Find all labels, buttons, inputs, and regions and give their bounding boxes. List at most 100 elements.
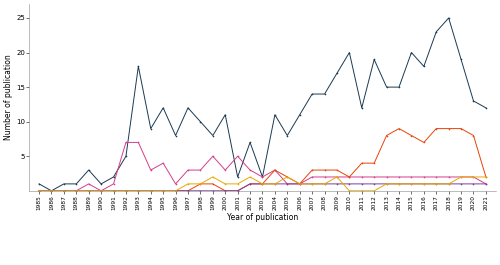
Self-regulating team bbox=[408, 182, 414, 186]
Self-managing team bbox=[260, 175, 266, 179]
Semi-autonomous team bbox=[346, 189, 352, 192]
Semi-autonomous team bbox=[48, 189, 54, 192]
Line: Self-organizing team: Self-organizing team bbox=[38, 128, 486, 192]
Self-regulating team bbox=[334, 182, 340, 186]
Self-regulating team bbox=[36, 189, 42, 192]
Self-regulating team bbox=[110, 189, 116, 192]
Self-managing team bbox=[309, 92, 315, 96]
Self-regulating team bbox=[346, 182, 352, 186]
Self-managing team bbox=[48, 189, 54, 192]
Semi-autonomous team bbox=[123, 189, 129, 192]
Self-managing team bbox=[322, 92, 328, 96]
Self-directed team bbox=[434, 175, 440, 179]
Semi-autonomous team bbox=[371, 189, 377, 192]
Self-regulating team bbox=[296, 182, 302, 186]
Semi-autonomous team bbox=[309, 182, 315, 186]
Self-directed team bbox=[185, 169, 191, 172]
Self-organizing team bbox=[148, 189, 154, 192]
Self-regulating team bbox=[483, 182, 489, 186]
Self-regulating team bbox=[396, 182, 402, 186]
Semi-autonomous team bbox=[272, 182, 278, 186]
Self-regulating team bbox=[172, 189, 178, 192]
Self-regulating team bbox=[98, 189, 104, 192]
Semi-autonomous team bbox=[160, 189, 166, 192]
Self-directed team bbox=[359, 175, 365, 179]
Self-organizing team bbox=[136, 189, 141, 192]
Line: Self-regulating team: Self-regulating team bbox=[38, 183, 486, 192]
Self-managing team bbox=[284, 134, 290, 137]
Self-directed team bbox=[384, 175, 390, 179]
Self-managing team bbox=[74, 182, 80, 186]
Self-managing team bbox=[123, 155, 129, 158]
Self-regulating team bbox=[284, 182, 290, 186]
Self-regulating team bbox=[234, 189, 240, 192]
Self-organizing team bbox=[234, 189, 240, 192]
Self-organizing team bbox=[86, 189, 91, 192]
Self-directed team bbox=[74, 189, 80, 192]
Self-directed team bbox=[86, 182, 91, 186]
Self-organizing team bbox=[359, 162, 365, 165]
Self-regulating team bbox=[74, 189, 80, 192]
Self-managing team bbox=[98, 182, 104, 186]
Semi-autonomous team bbox=[234, 182, 240, 186]
Self-directed team bbox=[148, 169, 154, 172]
Self-directed team bbox=[260, 175, 266, 179]
Self-managing team bbox=[172, 134, 178, 137]
Self-directed team bbox=[371, 175, 377, 179]
Self-directed team bbox=[222, 169, 228, 172]
Self-managing team bbox=[334, 72, 340, 75]
Self-regulating team bbox=[48, 189, 54, 192]
Self-organizing team bbox=[172, 189, 178, 192]
Self-directed team bbox=[296, 182, 302, 186]
Self-organizing team bbox=[296, 182, 302, 186]
Self-regulating team bbox=[247, 182, 253, 186]
Self-directed team bbox=[334, 175, 340, 179]
Self-organizing team bbox=[384, 134, 390, 137]
Self-organizing team bbox=[74, 189, 80, 192]
Self-managing team bbox=[61, 182, 67, 186]
Semi-autonomous team bbox=[384, 182, 390, 186]
Self-organizing team bbox=[210, 182, 216, 186]
Self-organizing team bbox=[396, 127, 402, 130]
Self-regulating team bbox=[185, 189, 191, 192]
Self-managing team bbox=[458, 58, 464, 61]
Self-organizing team bbox=[458, 127, 464, 130]
Self-regulating team bbox=[210, 189, 216, 192]
Self-managing team bbox=[247, 141, 253, 144]
Semi-autonomous team bbox=[396, 182, 402, 186]
Semi-autonomous team bbox=[483, 175, 489, 179]
Semi-autonomous team bbox=[222, 182, 228, 186]
Semi-autonomous team bbox=[334, 175, 340, 179]
Self-regulating team bbox=[434, 182, 440, 186]
Self-organizing team bbox=[247, 182, 253, 186]
Self-managing team bbox=[198, 120, 203, 123]
Self-organizing team bbox=[434, 127, 440, 130]
Self-directed team bbox=[61, 189, 67, 192]
Self-organizing team bbox=[110, 189, 116, 192]
Self-managing team bbox=[185, 106, 191, 109]
Self-regulating team bbox=[458, 182, 464, 186]
Semi-autonomous team bbox=[61, 189, 67, 192]
Semi-autonomous team bbox=[408, 182, 414, 186]
Semi-autonomous team bbox=[247, 175, 253, 179]
Self-organizing team bbox=[371, 162, 377, 165]
Self-directed team bbox=[98, 189, 104, 192]
Self-directed team bbox=[346, 175, 352, 179]
Self-directed team bbox=[458, 175, 464, 179]
Semi-autonomous team bbox=[421, 182, 427, 186]
Semi-autonomous team bbox=[74, 189, 80, 192]
Self-regulating team bbox=[136, 189, 141, 192]
Self-organizing team bbox=[48, 189, 54, 192]
Self-directed team bbox=[172, 182, 178, 186]
Self-directed team bbox=[421, 175, 427, 179]
Self-managing team bbox=[222, 113, 228, 116]
Semi-autonomous team bbox=[148, 189, 154, 192]
Self-managing team bbox=[371, 58, 377, 61]
Self-organizing team bbox=[470, 134, 476, 137]
Self-regulating team bbox=[309, 182, 315, 186]
Semi-autonomous team bbox=[359, 189, 365, 192]
Semi-autonomous team bbox=[322, 182, 328, 186]
Self-regulating team bbox=[384, 182, 390, 186]
Semi-autonomous team bbox=[296, 182, 302, 186]
Self-directed team bbox=[470, 175, 476, 179]
